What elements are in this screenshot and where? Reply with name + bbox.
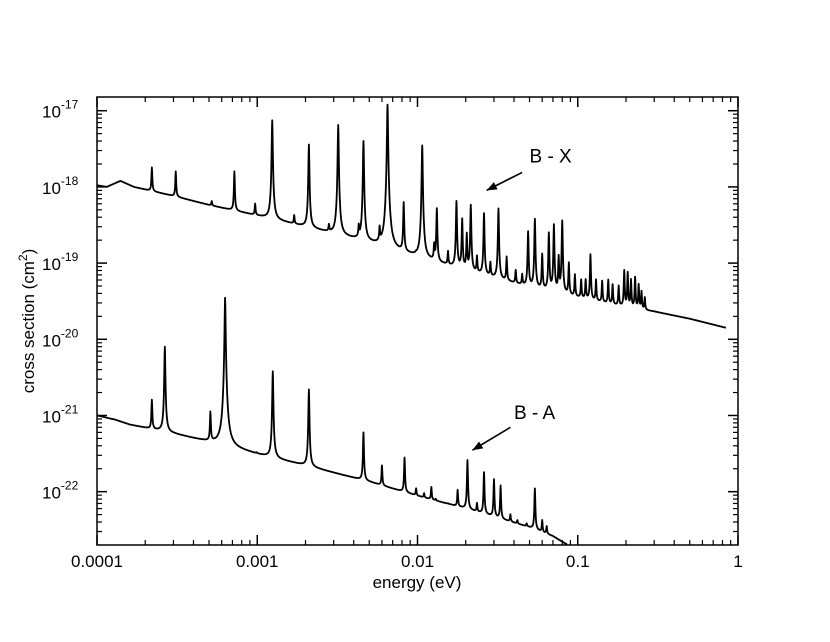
x-axis-label: energy (eV): [373, 573, 462, 592]
series-b-x-curve: [96, 103, 727, 329]
y-tick-label: 10-17: [42, 98, 79, 122]
y-tick-label: 10-20: [42, 326, 79, 350]
annotations: B - X B - A: [471, 146, 573, 451]
curves: [96, 103, 727, 546]
y-axis-label-base: cross section (cm: [19, 261, 38, 393]
x-tick-label: 0.1: [566, 552, 590, 571]
x-tick-label: 0.001: [236, 552, 279, 571]
plot-frame: [96, 96, 739, 546]
annotation-arrow-head: [472, 441, 484, 451]
x-tick-label: 0.0001: [71, 552, 123, 571]
y-axis: 10-22 10-21 10-20 10-19 10-18 10-17: [42, 98, 738, 533]
annotation-arrow-head: [486, 182, 498, 191]
annotation-label-b-x: B - X: [530, 146, 573, 167]
annotation-label-b-a: B - A: [514, 403, 556, 424]
y-axis-label-end: ): [19, 249, 38, 255]
x-tick-label: 0.01: [401, 552, 434, 571]
x-axis: 0.0001 0.001 0.01 0.1 1: [71, 97, 743, 571]
y-tick-label: 10-22: [42, 479, 79, 503]
y-tick-label: 10-19: [42, 250, 79, 274]
series-b-a-curve: [96, 296, 568, 546]
y-tick-label: 10-21: [42, 402, 79, 426]
y-axis-label-exponent: 2: [16, 254, 30, 261]
y-axis-label: cross section (cm2): [16, 249, 38, 394]
y-tick-label: 10-18: [42, 174, 79, 198]
x-tick-label: 1: [733, 552, 742, 571]
